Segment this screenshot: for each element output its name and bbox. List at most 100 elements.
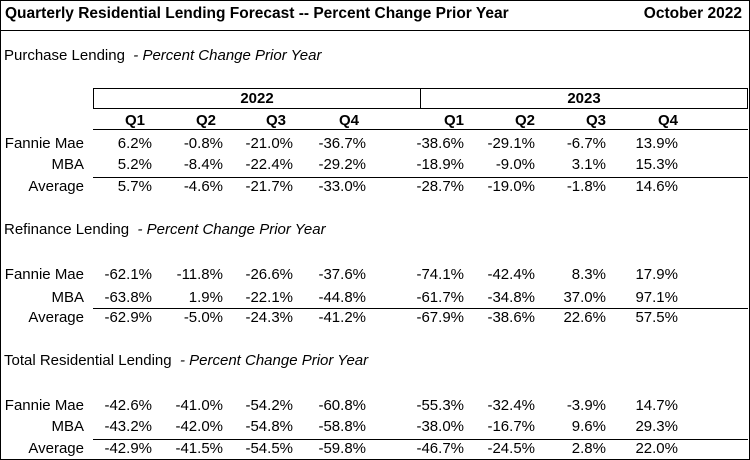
table-cell: 29.3% [635, 418, 678, 435]
average-divider [93, 308, 748, 309]
table-cell: -36.7% [318, 135, 366, 152]
table-cell: -67.9% [416, 309, 464, 326]
table-cell: -6.7% [566, 135, 606, 152]
table-cell: 5.7% [117, 178, 152, 195]
table-cell: 1.9% [188, 289, 223, 306]
table-cell: -38.0% [416, 418, 464, 435]
table-cell: -62.1% [104, 266, 152, 283]
table-cell: -38.6% [416, 135, 464, 152]
table-cell: -9.0% [495, 156, 535, 173]
table-cell: -42.9% [104, 440, 152, 457]
table-cell: 8.3% [571, 266, 606, 283]
table-cell: -28.7% [416, 178, 464, 195]
table-cell: -60.8% [318, 397, 366, 414]
table-cell: -16.7% [487, 418, 535, 435]
table-cell: -43.2% [104, 418, 152, 435]
table-cell: -42.6% [104, 397, 152, 414]
table-cell: 3.1% [571, 156, 606, 173]
table-cell: 22.0% [635, 440, 678, 457]
section-title-text: Total Residential Lending [4, 352, 172, 369]
section-subtitle: - Percent Change Prior Year [179, 352, 369, 369]
table-cell: 6.2% [117, 135, 152, 152]
row-label: Fannie Mae [4, 397, 84, 414]
page-title: Quarterly Residential Lending Forecast -… [5, 5, 509, 22]
table-cell: 2.8% [571, 440, 606, 457]
table-cell: 14.7% [635, 397, 678, 414]
quarter-underline [93, 129, 748, 130]
quarter-header: Q3 [585, 112, 606, 129]
table-cell: 97.1% [635, 289, 678, 306]
table-cell: -55.3% [416, 397, 464, 414]
table-cell: 17.9% [635, 266, 678, 283]
table-cell: 9.6% [571, 418, 606, 435]
section-title: Total Residential Lending - Percent Chan… [4, 352, 368, 369]
table-cell: -41.5% [175, 440, 223, 457]
row-label: Average [28, 440, 84, 457]
row-label: MBA [51, 418, 84, 435]
table-cell: -63.8% [104, 289, 152, 306]
header-divider [0, 30, 750, 31]
quarter-header: Q1 [443, 112, 464, 129]
row-label: MBA [51, 156, 84, 173]
section-title: Purchase Lending - Percent Change Prior … [4, 47, 321, 64]
table-cell: -41.0% [175, 397, 223, 414]
table-cell: -32.4% [487, 397, 535, 414]
table-cell: -21.7% [245, 178, 293, 195]
section-title-text: Purchase Lending [4, 47, 125, 64]
table-cell: -24.5% [487, 440, 535, 457]
table-cell: -46.7% [416, 440, 464, 457]
quarter-header: Q2 [514, 112, 535, 129]
table-cell: -29.2% [318, 156, 366, 173]
table-cell: -29.1% [487, 135, 535, 152]
table-cell: -74.1% [416, 266, 464, 283]
quarter-header: Q4 [657, 112, 678, 129]
table-cell: -19.0% [487, 178, 535, 195]
quarter-header: Q4 [338, 112, 359, 129]
table-cell: -18.9% [416, 156, 464, 173]
table-cell: -24.3% [245, 309, 293, 326]
table-cell: -42.0% [175, 418, 223, 435]
average-divider [93, 439, 748, 440]
quarter-header: Q2 [195, 112, 216, 129]
table-cell: -34.8% [487, 289, 535, 306]
table-cell: -26.6% [245, 266, 293, 283]
row-label: MBA [51, 289, 84, 306]
table-cell: -22.1% [245, 289, 293, 306]
table-cell: -33.0% [318, 178, 366, 195]
table-cell: -0.8% [183, 135, 223, 152]
section-title: Refinance Lending - Percent Change Prior… [4, 221, 326, 238]
table-cell: 13.9% [635, 135, 678, 152]
row-label: Average [28, 309, 84, 326]
table-cell: 15.3% [635, 156, 678, 173]
table-cell: 5.2% [117, 156, 152, 173]
table-cell: 22.6% [563, 309, 606, 326]
year-header-2023: 2023 [420, 88, 748, 109]
table-cell: -61.7% [416, 289, 464, 306]
table-cell: -62.9% [104, 309, 152, 326]
table-cell: -4.6% [183, 178, 223, 195]
quarter-header: Q1 [124, 112, 145, 129]
table-cell: -59.8% [318, 440, 366, 457]
table-cell: -21.0% [245, 135, 293, 152]
row-label: Fannie Mae [4, 266, 84, 283]
table-cell: -54.8% [245, 418, 293, 435]
section-subtitle: - Percent Change Prior Year [133, 47, 322, 64]
section-title-text: Refinance Lending [4, 221, 130, 238]
table-cell: -44.8% [318, 289, 366, 306]
table-cell: -58.8% [318, 418, 366, 435]
quarter-header: Q3 [265, 112, 286, 129]
table-cell: 14.6% [635, 178, 678, 195]
table-cell: -22.4% [245, 156, 293, 173]
table-cell: -54.2% [245, 397, 293, 414]
table-cell: -41.2% [318, 309, 366, 326]
table-cell: -38.6% [487, 309, 535, 326]
table-cell: -5.0% [183, 309, 223, 326]
table-cell: -3.9% [566, 397, 606, 414]
table-cell: 57.5% [635, 309, 678, 326]
year-header-2022: 2022 [93, 88, 421, 109]
table-cell: -8.4% [183, 156, 223, 173]
average-divider [93, 177, 748, 178]
row-label: Average [28, 178, 84, 195]
table-cell: -54.5% [245, 440, 293, 457]
table-cell: 37.0% [563, 289, 606, 306]
